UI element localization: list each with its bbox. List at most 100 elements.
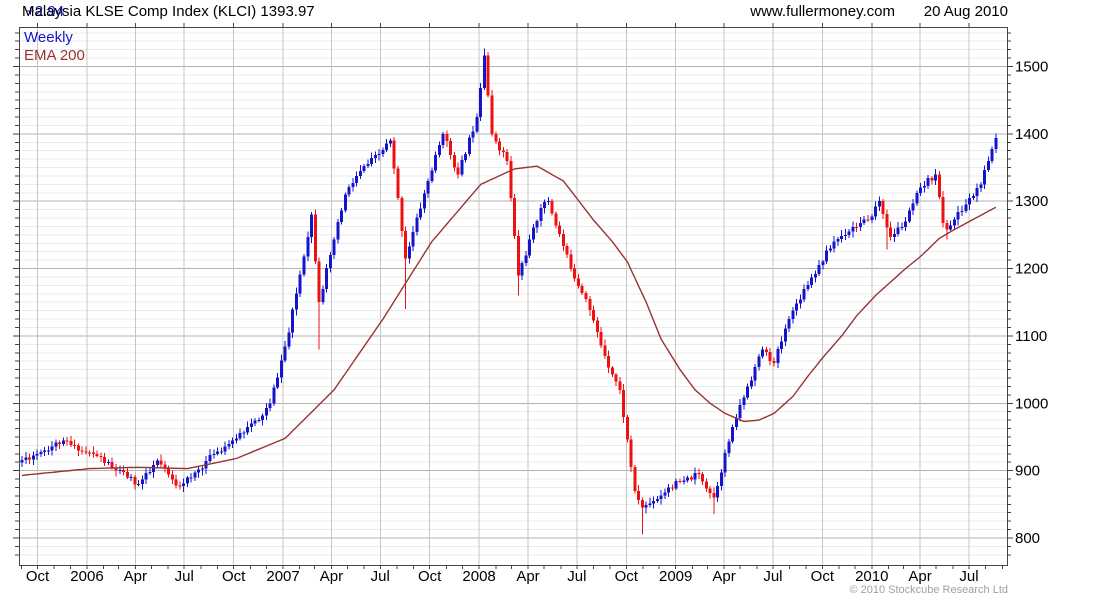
candle-down (550, 201, 554, 214)
candle-up (528, 239, 532, 256)
candle-down (881, 201, 885, 214)
candle-down (58, 442, 62, 444)
x-axis-label: 2006 (70, 568, 103, 585)
candle-down (317, 261, 321, 303)
candle-up (475, 117, 479, 132)
candle-down (73, 444, 77, 446)
candle-down (88, 452, 92, 454)
candle-up (922, 185, 926, 188)
x-axis-label: Apr (516, 568, 539, 585)
candle-up (279, 360, 283, 378)
chart-title-text: Malaysia KLSE Comp Index (KLCI) 1393.97 (22, 3, 315, 20)
candle-up (840, 235, 844, 240)
candle-up (347, 186, 351, 195)
x-axis-label: 2009 (659, 568, 692, 585)
y-axis-label: 1500 (1015, 59, 1048, 76)
candle-up (994, 137, 998, 150)
candle-up (734, 417, 738, 427)
candle-down (640, 499, 644, 508)
y-axis-labels: 800 900 1000 1100 1200 1300 1400 1500 (1015, 59, 1048, 547)
candle-down (80, 450, 84, 452)
candle-down (629, 439, 633, 467)
candle-down (84, 451, 88, 453)
candle-up (355, 176, 359, 184)
candle-down (614, 374, 618, 382)
candle-up (332, 239, 336, 256)
y-axis-label: 1000 (1015, 395, 1048, 412)
candle-down (558, 225, 562, 235)
candle-up (287, 332, 291, 347)
legend-ema-label: EMA 200 (24, 47, 85, 64)
candle-up (644, 504, 648, 508)
candle-up (798, 299, 802, 304)
candle-down (603, 345, 607, 357)
candle-up (219, 451, 223, 453)
candle-down (930, 177, 934, 181)
candle-down (490, 95, 494, 134)
x-axis-label: Jul (567, 568, 586, 585)
x-axis-label: Jul (371, 568, 390, 585)
candle-up (731, 426, 735, 442)
candle-up (152, 465, 156, 472)
candle-down (618, 381, 622, 390)
candle-up (340, 210, 344, 222)
candle-up (693, 472, 697, 480)
candle-up (31, 455, 35, 460)
candle-down (449, 141, 453, 156)
candle-up (836, 239, 840, 242)
candle-down (445, 133, 449, 142)
candle-up (904, 221, 908, 227)
candle-up (118, 469, 122, 471)
candle-down (65, 440, 69, 442)
candle-up (874, 206, 878, 217)
candle-up (362, 166, 366, 171)
x-axis-label: Oct (811, 568, 835, 585)
candle-up (464, 154, 468, 160)
candle-up (802, 288, 806, 300)
candle-down (704, 481, 708, 489)
candle-up (907, 210, 911, 222)
candle-up (828, 248, 832, 251)
candle-down (76, 445, 80, 451)
candle-up (385, 143, 389, 150)
axis-ticks (13, 23, 1013, 569)
candle-up (148, 471, 152, 473)
candle-up (234, 438, 238, 441)
candle-up (144, 472, 148, 480)
x-axis-label: 2008 (462, 568, 495, 585)
candle-up (524, 255, 528, 264)
candle-up (43, 450, 47, 452)
candle-up (437, 145, 441, 155)
candle-down (99, 455, 103, 458)
y-axis-label: 900 (1015, 463, 1040, 480)
candle-up (216, 451, 220, 454)
candle-up (193, 472, 197, 478)
candle-down (625, 417, 629, 440)
candle-up (663, 492, 667, 496)
candle-up (682, 480, 686, 482)
candle-down (114, 467, 118, 471)
candle-down (170, 474, 174, 480)
candle-down (855, 226, 859, 228)
candle-up (870, 216, 874, 221)
candle-down (159, 460, 163, 465)
candle-up (806, 285, 810, 289)
candle-up (20, 459, 24, 463)
candle-up (674, 481, 678, 489)
candle-up (39, 451, 43, 454)
candle-down (708, 488, 712, 494)
chart-date: 20 Aug 2010 (923, 3, 1008, 20)
candle-up (825, 250, 829, 262)
candle-up (776, 348, 780, 363)
candle-down (712, 493, 716, 498)
candle-down (103, 457, 107, 463)
candle-up (155, 460, 159, 466)
candle-up (949, 225, 953, 230)
candle-down (313, 214, 317, 262)
candle-up (35, 453, 39, 456)
candle-up (817, 265, 821, 274)
candle-down (595, 320, 599, 333)
candle-down (486, 55, 490, 96)
candle-down (937, 174, 941, 197)
